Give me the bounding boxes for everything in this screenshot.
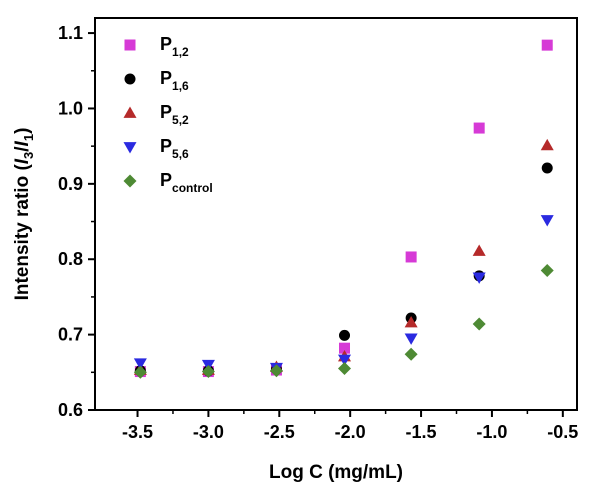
data-point [540,138,554,151]
y-tick-label: 1.0 [58,98,83,118]
y-tick-label: 1.1 [58,23,83,43]
x-tick-label: -2.0 [335,422,366,442]
data-point [473,122,485,134]
plot-axes [94,17,578,411]
legend-item: P1,2 [124,34,189,59]
data-point [472,272,486,284]
legend-marker [123,106,137,118]
x-tick-label: -3.5 [122,422,153,442]
legend-label: Pcontrol [160,170,213,195]
data-point [541,162,553,174]
legend-item: P1,6 [124,68,189,93]
data-point [472,317,486,331]
y-tick-label: 0.8 [58,249,83,269]
y-tick-label: 0.6 [58,400,83,420]
legend-label: P5,2 [160,102,189,127]
y-tick-label: 0.9 [58,174,83,194]
data-point [404,316,418,328]
y-axis-label: Intensity ratio (I3/I1) [12,128,36,301]
data-point [540,215,554,227]
x-axis-label: Log C (mg/mL) [269,462,403,483]
legend-label: P5,6 [160,136,189,161]
data-point [338,354,352,366]
data-point [472,244,486,256]
x-axis-ticks: -3.5 -3.0 -2.5 -2.0 -1.5 -1.0 -0.5 [122,410,578,442]
series-1-2 [134,39,553,378]
data-point [405,251,417,263]
legend-marker [124,73,136,85]
legend: P1,2 P1,6 P5,2 P5,6 Pcontrol [123,34,213,195]
data-point [201,365,215,379]
data-point [404,347,418,361]
legend-item: P5,2 [123,102,189,127]
data-point [133,358,147,370]
x-tick-label: -1.5 [406,422,437,442]
data-point [540,264,554,278]
x-tick-label: -1.0 [476,422,507,442]
y-axis-ticks: 0.6 0.7 0.8 0.9 1.0 1.1 [58,23,95,420]
legend-item: P5,6 [123,136,189,161]
plot-frame [94,17,578,411]
legend-marker [124,39,136,51]
legend-marker [123,174,137,188]
y-tick-label: 0.7 [58,325,83,345]
x-tick-label: -0.5 [547,422,578,442]
legend-item: Pcontrol [123,170,213,195]
x-tick-label: -3.0 [193,422,224,442]
data-point [404,333,418,345]
data-point [339,342,351,354]
x-tick-label: -2.5 [264,422,295,442]
data-point [541,39,553,51]
legend-label: P1,2 [160,34,189,59]
data-point [338,362,352,376]
data-point [133,365,147,379]
data-points [133,39,554,379]
series-control [133,264,554,379]
data-point [339,329,351,341]
legend-label: P1,6 [160,68,189,93]
legend-marker [123,142,137,154]
data-point [269,364,283,378]
